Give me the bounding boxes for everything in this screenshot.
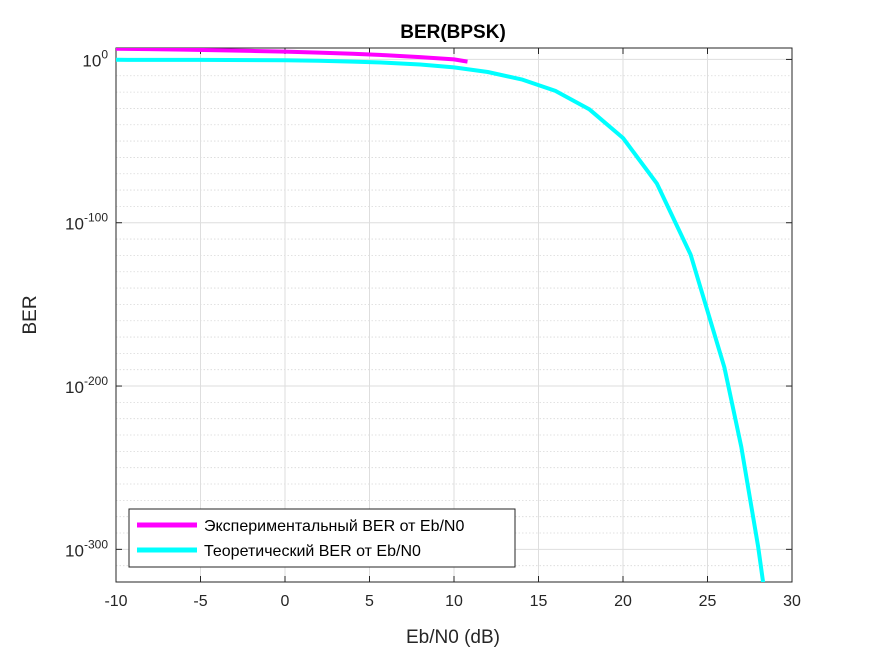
y-tick-label: 10-200 xyxy=(65,374,108,397)
x-tick-label: 10 xyxy=(445,593,463,610)
x-tick-label: -5 xyxy=(193,593,207,610)
series-line-1 xyxy=(116,57,766,582)
series-lines xyxy=(116,48,766,582)
legend-box xyxy=(128,508,516,568)
minor-grid xyxy=(116,75,792,583)
x-tick-label: -10 xyxy=(104,593,127,610)
legend-label-theoretical: Теоретический BER от Eb/N0 xyxy=(204,543,421,560)
x-tick-label: 15 xyxy=(530,593,548,610)
legend[interactable]: Экспериментальный BER от Eb/N0 Теоретиче… xyxy=(128,508,516,568)
x-tick-label: 30 xyxy=(783,593,801,610)
x-axis-label: Eb/N0 (dB) xyxy=(406,627,500,648)
x-tick-label: 5 xyxy=(365,593,374,610)
x-axis-ticks: -10 -5 0 5 10 15 20 25 30 xyxy=(104,48,801,610)
x-tick-label: 0 xyxy=(281,593,290,610)
legend-label-experimental: Экспериментальный BER от Eb/N0 xyxy=(204,518,464,535)
x-tick-label: 25 xyxy=(699,593,717,610)
series-line-0 xyxy=(116,48,468,64)
x-tick-label: 20 xyxy=(614,593,632,610)
y-tick-label: 10-100 xyxy=(65,211,108,234)
y-tick-label: 10-300 xyxy=(65,537,108,560)
chart-title: BER(BPSK) xyxy=(400,22,506,43)
y-axis-ticks: 100 10-100 10-200 10-300 xyxy=(65,47,792,560)
y-tick-label: 100 xyxy=(82,47,108,70)
y-axis-label: BER xyxy=(20,295,41,334)
